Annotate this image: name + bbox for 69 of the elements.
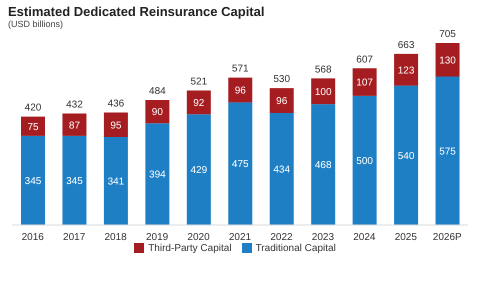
x-tick-label: 2017 xyxy=(63,232,86,244)
bar xyxy=(352,68,377,96)
data-label: 468 xyxy=(314,160,332,172)
total-label: 571 xyxy=(232,64,250,75)
data-label: 540 xyxy=(398,150,415,162)
x-tick-label: 2016 xyxy=(22,232,44,244)
bar xyxy=(311,104,336,225)
data-label: 123 xyxy=(398,65,415,76)
data-label: 92 xyxy=(193,98,205,109)
data-label: 575 xyxy=(439,146,456,158)
x-tick-label: 2023 xyxy=(312,232,334,244)
data-label: 96 xyxy=(234,86,246,97)
bar xyxy=(186,114,211,225)
bar xyxy=(436,76,460,225)
x-tick-label: 2018 xyxy=(104,232,128,244)
data-label: 90 xyxy=(152,107,164,118)
total-label: 521 xyxy=(190,76,208,88)
bar xyxy=(270,112,294,225)
bar xyxy=(394,54,418,86)
total-label: 420 xyxy=(24,102,42,114)
data-label: 100 xyxy=(314,86,332,98)
total-label: 705 xyxy=(439,29,456,40)
bar xyxy=(436,43,460,77)
data-label: 345 xyxy=(66,176,84,188)
x-tick-label: 2020 xyxy=(187,232,210,244)
total-label: 484 xyxy=(149,86,166,98)
data-label: 87 xyxy=(68,120,80,132)
x-tick-label: 2025 xyxy=(394,232,418,244)
data-label: 434 xyxy=(273,164,291,176)
bar xyxy=(104,112,128,137)
bar xyxy=(145,100,170,124)
bar xyxy=(62,113,86,136)
bar xyxy=(352,96,377,225)
x-tick-label: 2026P xyxy=(432,232,462,244)
bar xyxy=(228,102,252,225)
total-label: 530 xyxy=(273,74,291,86)
data-label: 394 xyxy=(149,170,166,181)
data-label: 475 xyxy=(232,159,250,170)
x-tick-label: 2021 xyxy=(228,232,252,244)
data-label: 130 xyxy=(439,55,456,66)
chart-title: Estimated Dedicated Reinsurance Capital xyxy=(8,4,266,19)
x-tick-label: 2022 xyxy=(270,232,294,244)
bar xyxy=(104,136,128,225)
bar xyxy=(21,116,45,136)
data-label: 96 xyxy=(276,96,288,108)
total-label: 607 xyxy=(356,54,374,66)
chart-subtitle: (USD billions) xyxy=(8,19,64,29)
data-label: 75 xyxy=(27,122,39,133)
data-label: 95 xyxy=(110,120,122,132)
data-label: 341 xyxy=(108,176,125,188)
bar xyxy=(394,86,418,225)
bar xyxy=(270,88,294,113)
bar xyxy=(228,78,252,102)
data-label: 500 xyxy=(356,156,374,168)
total-label: 663 xyxy=(398,40,415,51)
legend-label: Traditional Capital xyxy=(256,243,336,254)
x-tick-label: 2024 xyxy=(353,232,376,244)
x-tick-label: 2019 xyxy=(146,232,169,244)
bar xyxy=(62,136,86,225)
data-label: 107 xyxy=(356,78,374,89)
bar xyxy=(145,123,170,225)
total-label: 436 xyxy=(108,98,125,110)
legend-label: Third-Party Capital xyxy=(148,243,232,254)
bar xyxy=(186,90,211,114)
total-label: 568 xyxy=(314,64,332,76)
data-label: 345 xyxy=(24,176,42,188)
bar xyxy=(21,136,45,225)
data-label: 429 xyxy=(190,165,208,176)
total-label: 432 xyxy=(66,99,84,110)
